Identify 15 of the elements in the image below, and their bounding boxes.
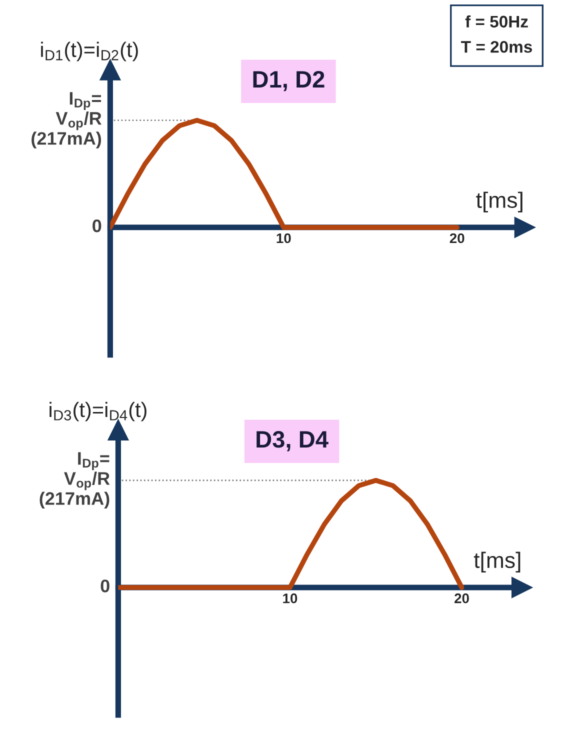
x-tick-label: 10 (283, 593, 298, 604)
text: 0 (100, 580, 110, 592)
x-tick-label: 20 (450, 233, 464, 244)
x-tick-label: 20 (454, 593, 469, 604)
x-tick-label: 10 (276, 233, 291, 244)
text: D3, D4 (256, 431, 328, 452)
text: I$_{Dp}$= V$_{op}$/R (217mA) (32, 92, 102, 148)
text: 0 (92, 219, 102, 232)
y-axis-title: i$_{D3}$(t)=i$_{D4}$(t) (50, 402, 146, 422)
text: D1, D2 (253, 70, 324, 92)
text: I$_{Dp}$= V$_{op}$/R (217mA) (40, 452, 110, 509)
text: f = 50Hz T = 20ms (461, 15, 532, 53)
x-axis-title: t[ms] (474, 552, 520, 573)
x-axis-title: t[ms] (476, 192, 522, 212)
y-axis-title: i$_{D1}$(t)=i$_{D2}$(t) (41, 42, 138, 62)
